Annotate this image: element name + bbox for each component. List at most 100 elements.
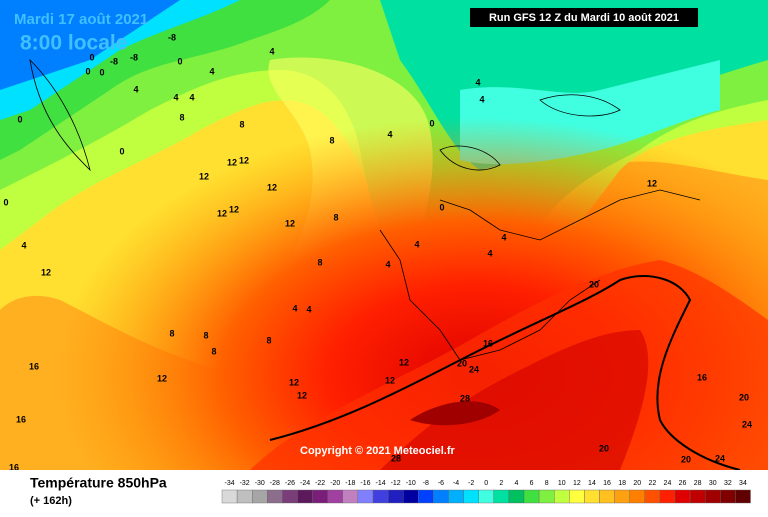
contour-label: 12 bbox=[289, 377, 299, 387]
contour-label: 24 bbox=[715, 453, 725, 463]
scale-label: 2 bbox=[499, 480, 503, 487]
contour-label: 4 bbox=[209, 66, 214, 76]
contour-label: 20 bbox=[457, 358, 467, 368]
scale-label: -26 bbox=[285, 480, 295, 487]
contour-label: 4 bbox=[269, 46, 274, 56]
scale-label: -16 bbox=[360, 480, 370, 487]
contour-label: 12 bbox=[399, 357, 409, 367]
contour-label: 4 bbox=[173, 92, 178, 102]
contour-label: 8 bbox=[203, 330, 208, 340]
contour-label: 12 bbox=[647, 178, 657, 188]
contour-label: 16 bbox=[16, 414, 26, 424]
contour-label: 0 bbox=[17, 114, 22, 124]
scale-swatch bbox=[659, 489, 676, 504]
scale-label: 8 bbox=[545, 480, 549, 487]
scale-swatch bbox=[387, 489, 404, 504]
scale-swatch bbox=[584, 489, 600, 504]
scale-label: 16 bbox=[603, 480, 611, 487]
contour-label: 12 bbox=[157, 373, 167, 383]
contour-label: 0 bbox=[439, 202, 444, 212]
scale-label: 0 bbox=[484, 480, 488, 487]
scale-label: -34 bbox=[224, 480, 234, 487]
contour-label: 12 bbox=[267, 182, 277, 192]
contour-label: 0 bbox=[89, 52, 94, 62]
scale-swatch bbox=[478, 489, 495, 504]
scale-label: -2 bbox=[468, 480, 474, 487]
scale-swatch bbox=[236, 489, 253, 504]
scale-label: -6 bbox=[438, 480, 444, 487]
scale-label: -4 bbox=[453, 480, 459, 487]
scale-label: 30 bbox=[709, 480, 717, 487]
contour-label: 12 bbox=[239, 155, 249, 165]
scale-label: 20 bbox=[633, 480, 641, 487]
scale-label: 28 bbox=[694, 480, 702, 487]
contour-label: 4 bbox=[133, 84, 138, 94]
run-info: Run GFS 12 Z du Mardi 10 août 2021 bbox=[489, 12, 679, 24]
contour-label: 8 bbox=[329, 135, 334, 145]
contour-label: 24 bbox=[742, 419, 752, 429]
scale-swatch bbox=[493, 489, 510, 504]
scale-swatch bbox=[448, 489, 464, 504]
scale-label: -28 bbox=[270, 480, 280, 487]
contour-label: 4 bbox=[501, 232, 506, 242]
contour-label: 16 bbox=[9, 462, 19, 472]
scale-swatch bbox=[554, 489, 570, 504]
scale-label: 6 bbox=[530, 480, 534, 487]
scale-swatch bbox=[433, 489, 449, 504]
contour-label: 8 bbox=[179, 112, 184, 122]
color-scale: -34 -32 -30 -28 -26 -24 -22 -20 -18 -16 -14 -12 -10-… bbox=[221, 480, 751, 504]
contour-label: 0 bbox=[85, 66, 90, 76]
scale-label: -20 bbox=[330, 480, 340, 487]
contour-label: 8 bbox=[239, 119, 244, 129]
scale-swatch bbox=[403, 489, 419, 504]
scale-swatch bbox=[327, 489, 344, 504]
contour-label: 20 bbox=[739, 392, 749, 402]
scale-label: -32 bbox=[240, 480, 250, 487]
contour-label: 8 bbox=[333, 212, 338, 222]
scale-swatch bbox=[523, 489, 540, 504]
contour-label: 24 bbox=[469, 364, 479, 374]
contour-label: 0 bbox=[99, 67, 104, 77]
contour-label: 20 bbox=[589, 279, 599, 289]
scale-label: 32 bbox=[724, 480, 732, 487]
contour-label: 4 bbox=[292, 303, 297, 313]
scale-swatch bbox=[644, 489, 661, 504]
contour-label: 12 bbox=[227, 157, 237, 167]
contour-label: 4 bbox=[414, 239, 419, 249]
scale-label: -18 bbox=[345, 480, 355, 487]
scale-swatch bbox=[720, 489, 736, 504]
contour-label: 0 bbox=[3, 197, 8, 207]
contour-label: 16 bbox=[483, 338, 493, 348]
contour-label: 0 bbox=[119, 146, 124, 156]
contour-label: 4 bbox=[21, 240, 26, 250]
contour-label: 12 bbox=[297, 390, 307, 400]
contour-label: 12 bbox=[41, 267, 51, 277]
scale-swatch bbox=[357, 489, 374, 504]
scale-swatch bbox=[297, 489, 313, 504]
contour-label: 16 bbox=[29, 361, 39, 371]
contour-label: 4 bbox=[479, 94, 484, 104]
contour-label: 12 bbox=[229, 204, 239, 214]
scale-label: -14 bbox=[375, 480, 385, 487]
run-box bbox=[470, 8, 698, 27]
scale-label: 18 bbox=[618, 480, 626, 487]
contour-label: 4 bbox=[189, 92, 194, 102]
contour-label: 12 bbox=[199, 171, 209, 181]
contour-label: 20 bbox=[681, 454, 691, 464]
scale-label: -22 bbox=[315, 480, 325, 487]
scale-label: 24 bbox=[664, 480, 672, 487]
scale-swatch bbox=[569, 489, 585, 504]
scale-swatch bbox=[674, 489, 691, 504]
scale-swatch bbox=[282, 489, 298, 504]
scale-swatch bbox=[267, 489, 283, 504]
scale-label: 12 bbox=[573, 480, 581, 487]
scale-swatch bbox=[312, 489, 328, 504]
contour-label: 28 bbox=[391, 453, 401, 463]
map bbox=[0, 0, 768, 471]
contour-label: 0 bbox=[429, 118, 434, 128]
footer-title: Température 850hPa bbox=[30, 475, 167, 491]
scale-label: -10 bbox=[406, 480, 416, 487]
scale-swatch bbox=[251, 489, 268, 504]
